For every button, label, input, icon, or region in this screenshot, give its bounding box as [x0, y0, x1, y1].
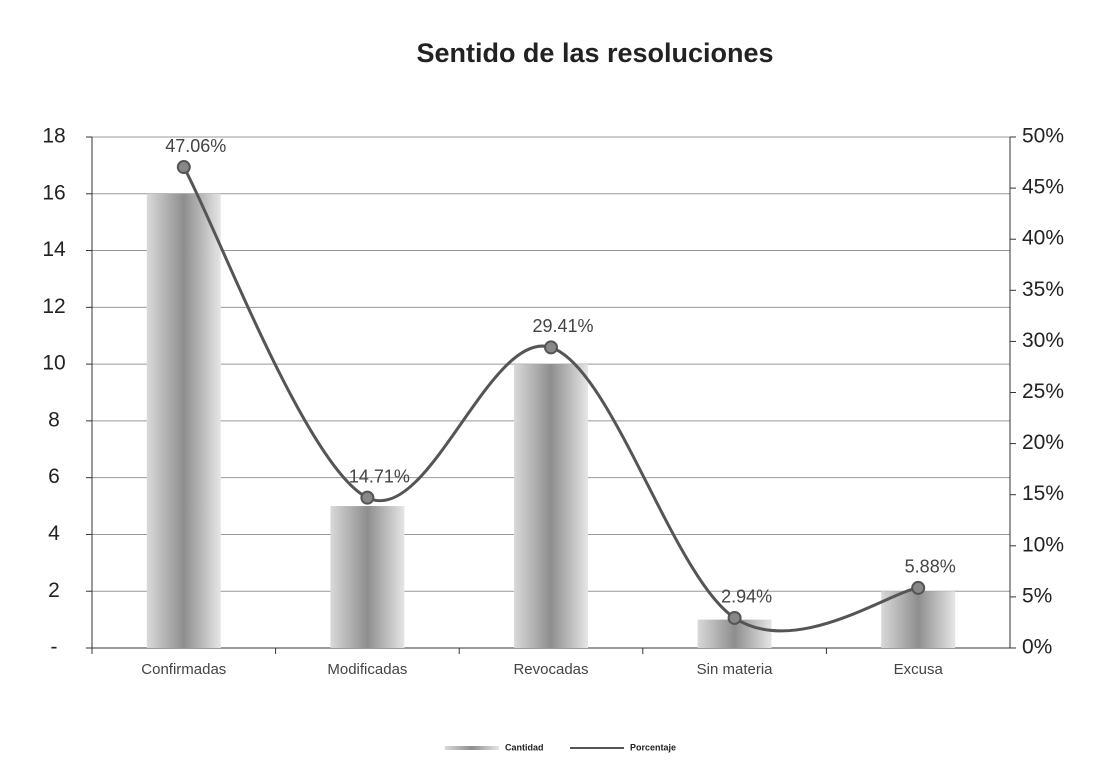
bar	[514, 364, 588, 648]
line	[182, 166, 919, 633]
legend-swatch	[445, 746, 499, 750]
x-tick-label: Excusa	[894, 661, 944, 678]
data-label: 14.71%	[349, 466, 410, 486]
y2-tick-label: 20%	[1022, 431, 1064, 454]
line-marker	[176, 160, 191, 175]
y2-tick-label: 15%	[1022, 482, 1064, 505]
y2-tick-label: 5%	[1022, 584, 1052, 607]
y2-tick-label: 0%	[1022, 636, 1052, 659]
data-label: 29.41%	[532, 316, 593, 336]
bar	[146, 193, 221, 648]
y-tick-label: 16	[42, 181, 65, 204]
y2-tick-label: 10%	[1022, 533, 1064, 556]
x-tick-label: Confirmadas	[141, 661, 226, 678]
x-tick-label: Sin materia	[697, 661, 774, 678]
y2-tick-label: 35%	[1022, 278, 1064, 301]
data-label: 5.88%	[905, 557, 956, 577]
line-marker	[911, 580, 926, 595]
bar	[881, 591, 956, 648]
bar	[330, 506, 405, 648]
y-tick-label: 18	[42, 125, 65, 148]
data-label: 2.94%	[721, 587, 772, 607]
y2-tick-label: 45%	[1022, 176, 1064, 199]
y2-tick-label: 50%	[1022, 125, 1064, 148]
line-marker	[544, 340, 558, 355]
x-tick-label: Revocadas	[513, 661, 588, 678]
y-tick-label: 8	[48, 408, 60, 431]
line-marker	[727, 610, 742, 625]
y-tick-label: 14	[42, 238, 66, 261]
y-tick-label: -	[51, 636, 58, 659]
y-tick-label: 4	[48, 522, 60, 545]
y-tick-label: 2	[48, 579, 60, 602]
y-tick-label: 6	[48, 465, 60, 488]
x-tick-label: Modificadas	[327, 661, 407, 678]
line-marker	[360, 490, 375, 505]
chart-title: Sentido de las resoluciones	[416, 38, 773, 68]
y2-tick-label: 25%	[1022, 380, 1064, 403]
y-tick-label: 12	[42, 295, 65, 318]
y-tick-label: 10	[42, 352, 65, 375]
y2-tick-label: 30%	[1022, 329, 1064, 352]
legend-label: Porcentaje	[630, 742, 676, 752]
data-label: 47.06%	[165, 136, 226, 156]
y2-tick-label: 40%	[1022, 227, 1064, 250]
legend-label: Cantidad	[505, 742, 544, 752]
